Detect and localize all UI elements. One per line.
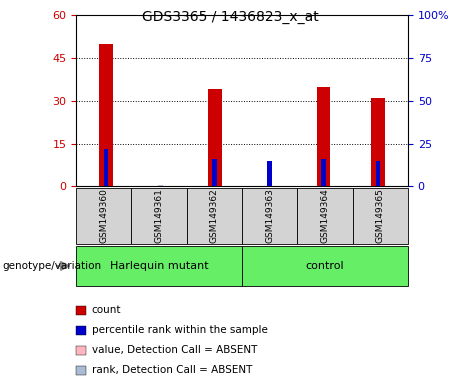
- Text: GDS3365 / 1436823_x_at: GDS3365 / 1436823_x_at: [142, 10, 319, 23]
- Text: GSM149364: GSM149364: [320, 189, 330, 243]
- Text: GSM149365: GSM149365: [376, 189, 385, 243]
- Bar: [267, 161, 272, 186]
- Bar: [321, 159, 326, 186]
- Text: control: control: [306, 261, 344, 271]
- Text: value, Detection Call = ABSENT: value, Detection Call = ABSENT: [92, 345, 257, 355]
- Bar: [371, 98, 385, 186]
- Text: GSM149361: GSM149361: [154, 189, 164, 243]
- Text: GSM149360: GSM149360: [99, 189, 108, 243]
- Bar: [99, 44, 113, 186]
- Bar: [104, 149, 108, 186]
- Text: GSM149363: GSM149363: [265, 189, 274, 243]
- Text: rank, Detection Call = ABSENT: rank, Detection Call = ABSENT: [92, 365, 252, 375]
- Bar: [158, 185, 163, 186]
- Text: percentile rank within the sample: percentile rank within the sample: [92, 325, 268, 335]
- Bar: [213, 159, 217, 186]
- Text: genotype/variation: genotype/variation: [2, 261, 101, 271]
- Text: count: count: [92, 305, 121, 315]
- Bar: [317, 86, 331, 186]
- Text: Harlequin mutant: Harlequin mutant: [110, 261, 208, 271]
- Text: GSM149362: GSM149362: [210, 189, 219, 243]
- Bar: [208, 89, 222, 186]
- Bar: [376, 161, 380, 186]
